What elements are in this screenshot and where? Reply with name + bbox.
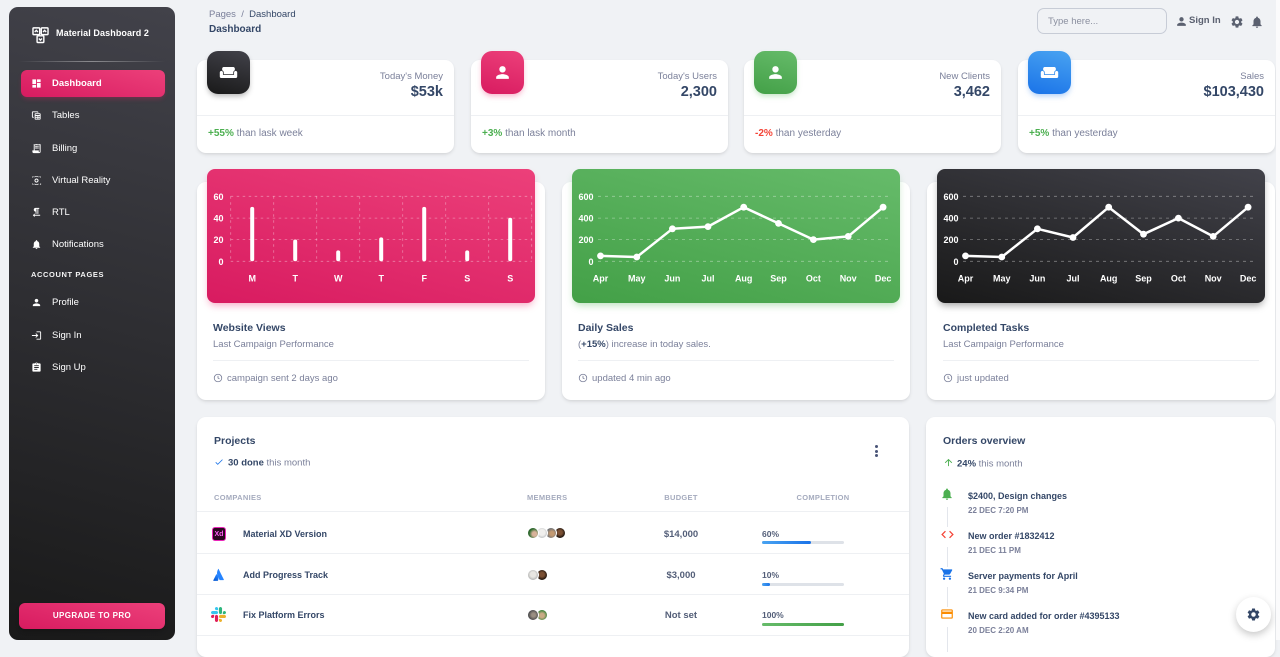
svg-text:Apr: Apr	[593, 273, 609, 283]
svg-text:Jun: Jun	[664, 273, 680, 283]
svg-text:M: M	[248, 273, 256, 283]
svg-text:60: 60	[213, 192, 223, 202]
svg-text:S: S	[464, 273, 470, 283]
svg-text:200: 200	[943, 235, 958, 245]
svg-text:Oct: Oct	[806, 273, 821, 283]
svg-text:Oct: Oct	[1171, 273, 1186, 283]
svg-text:Jul: Jul	[1066, 273, 1079, 283]
svg-text:Aug: Aug	[1100, 273, 1118, 283]
svg-text:Sep: Sep	[770, 273, 787, 283]
svg-text:Sep: Sep	[1135, 273, 1152, 283]
svg-text:Aug: Aug	[735, 273, 753, 283]
svg-text:400: 400	[943, 214, 958, 224]
svg-text:0: 0	[218, 257, 223, 267]
svg-text:S: S	[507, 273, 513, 283]
svg-text:200: 200	[578, 235, 593, 245]
svg-text:600: 600	[578, 192, 593, 202]
svg-text:T: T	[292, 273, 298, 283]
svg-text:T: T	[378, 273, 384, 283]
svg-text:Dec: Dec	[875, 273, 892, 283]
svg-text:20: 20	[213, 235, 223, 245]
svg-text:400: 400	[578, 214, 593, 224]
svg-text:600: 600	[943, 192, 958, 202]
svg-text:Nov: Nov	[840, 273, 857, 283]
svg-text:May: May	[993, 273, 1011, 283]
svg-text:Dec: Dec	[1240, 273, 1257, 283]
svg-text:Nov: Nov	[1205, 273, 1222, 283]
svg-text:Jul: Jul	[701, 273, 714, 283]
svg-text:Apr: Apr	[958, 273, 974, 283]
svg-text:May: May	[628, 273, 646, 283]
svg-text:40: 40	[213, 214, 223, 224]
svg-text:W: W	[334, 273, 343, 283]
svg-text:0: 0	[588, 257, 593, 267]
svg-text:0: 0	[953, 257, 958, 267]
svg-text:F: F	[421, 273, 427, 283]
svg-text:Jun: Jun	[1029, 273, 1045, 283]
